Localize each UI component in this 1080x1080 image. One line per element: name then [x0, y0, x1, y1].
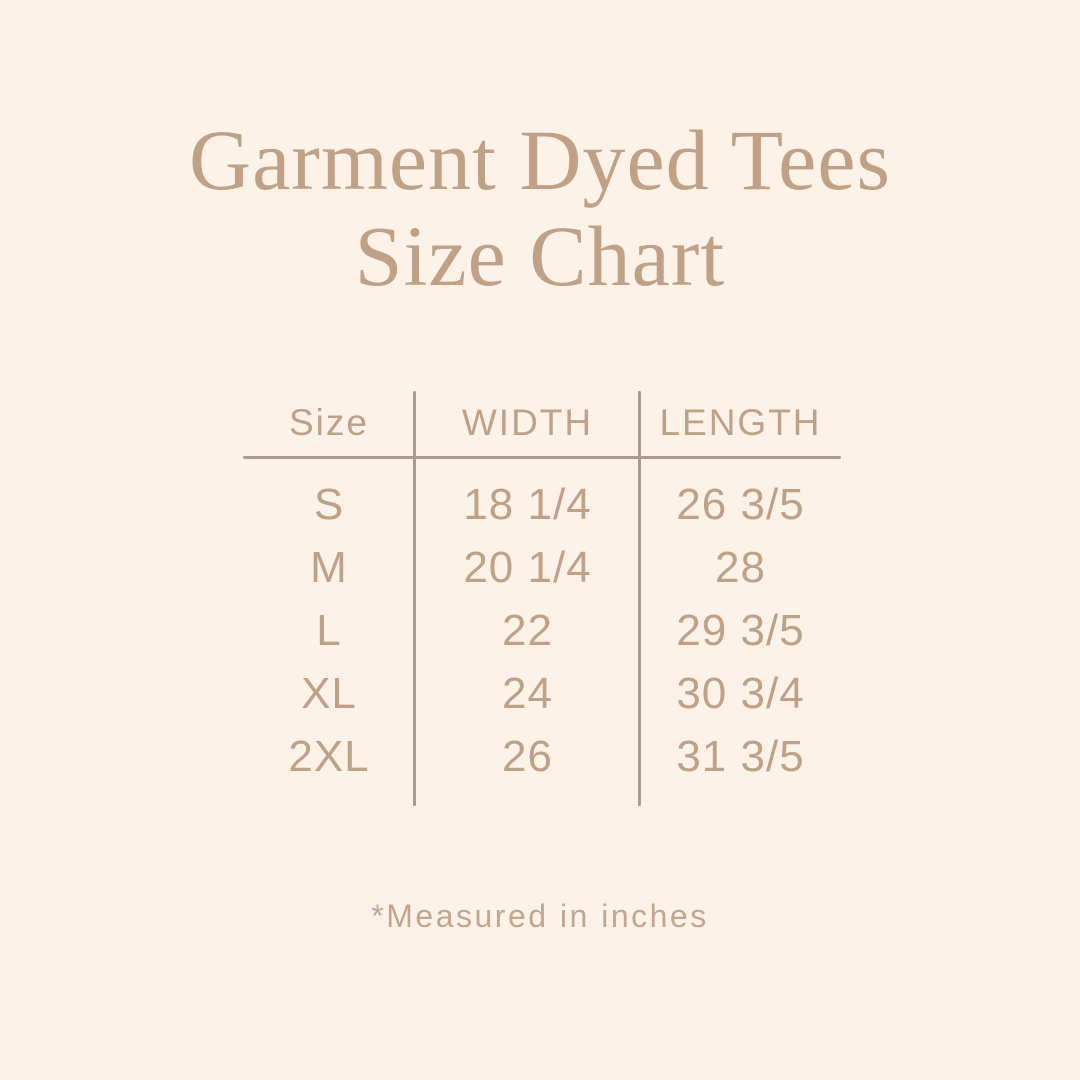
size-cell: XL [301, 668, 357, 718]
column-header-length: LENGTH [659, 401, 822, 443]
size-cell: 2XL [288, 731, 370, 781]
table-row-l: L 22 29 3/5 [243, 599, 841, 662]
length-cell: 26 3/5 [676, 479, 805, 529]
size-cell: L [316, 605, 342, 655]
page-title: Garment Dyed Tees Size Chart [0, 112, 1080, 304]
measurement-note: *Measured in inches [371, 898, 709, 934]
width-cell: 22 [502, 605, 553, 655]
column-divider-size-width [413, 391, 416, 806]
size-cell: M [310, 542, 348, 592]
size-cell: S [313, 479, 345, 529]
column-divider-width-length [638, 391, 641, 806]
page-title-line1: Garment Dyed Tees [189, 112, 891, 208]
table-row-s: S 18 1/4 26 3/5 [243, 473, 841, 536]
length-cell: 30 3/4 [676, 668, 805, 718]
width-cell: 24 [502, 668, 553, 718]
table-row-m: M 20 1/4 28 [243, 536, 841, 599]
width-cell: 26 [502, 731, 553, 781]
table-body: S 18 1/4 26 3/5 M 20 1/4 28 L 22 29 3/5 … [243, 473, 841, 788]
table-header-row: Size WIDTH LENGTH [243, 389, 841, 456]
table-row-2xl: 2XL 26 31 3/5 [243, 725, 841, 788]
header-divider-line [243, 456, 841, 459]
page-title-line2: Size Chart [354, 208, 726, 304]
length-cell: 31 3/5 [676, 731, 805, 781]
width-cell: 20 1/4 [463, 542, 592, 592]
length-cell: 28 [715, 542, 766, 592]
width-cell: 18 1/4 [463, 479, 592, 529]
column-header-width: WIDTH [461, 401, 594, 443]
table-row-xl: XL 24 30 3/4 [243, 662, 841, 725]
length-cell: 29 3/5 [676, 605, 805, 655]
column-header-size: Size [289, 401, 369, 443]
size-table: Size WIDTH LENGTH S 18 1/4 26 3/5 M 20 1… [243, 389, 841, 806]
